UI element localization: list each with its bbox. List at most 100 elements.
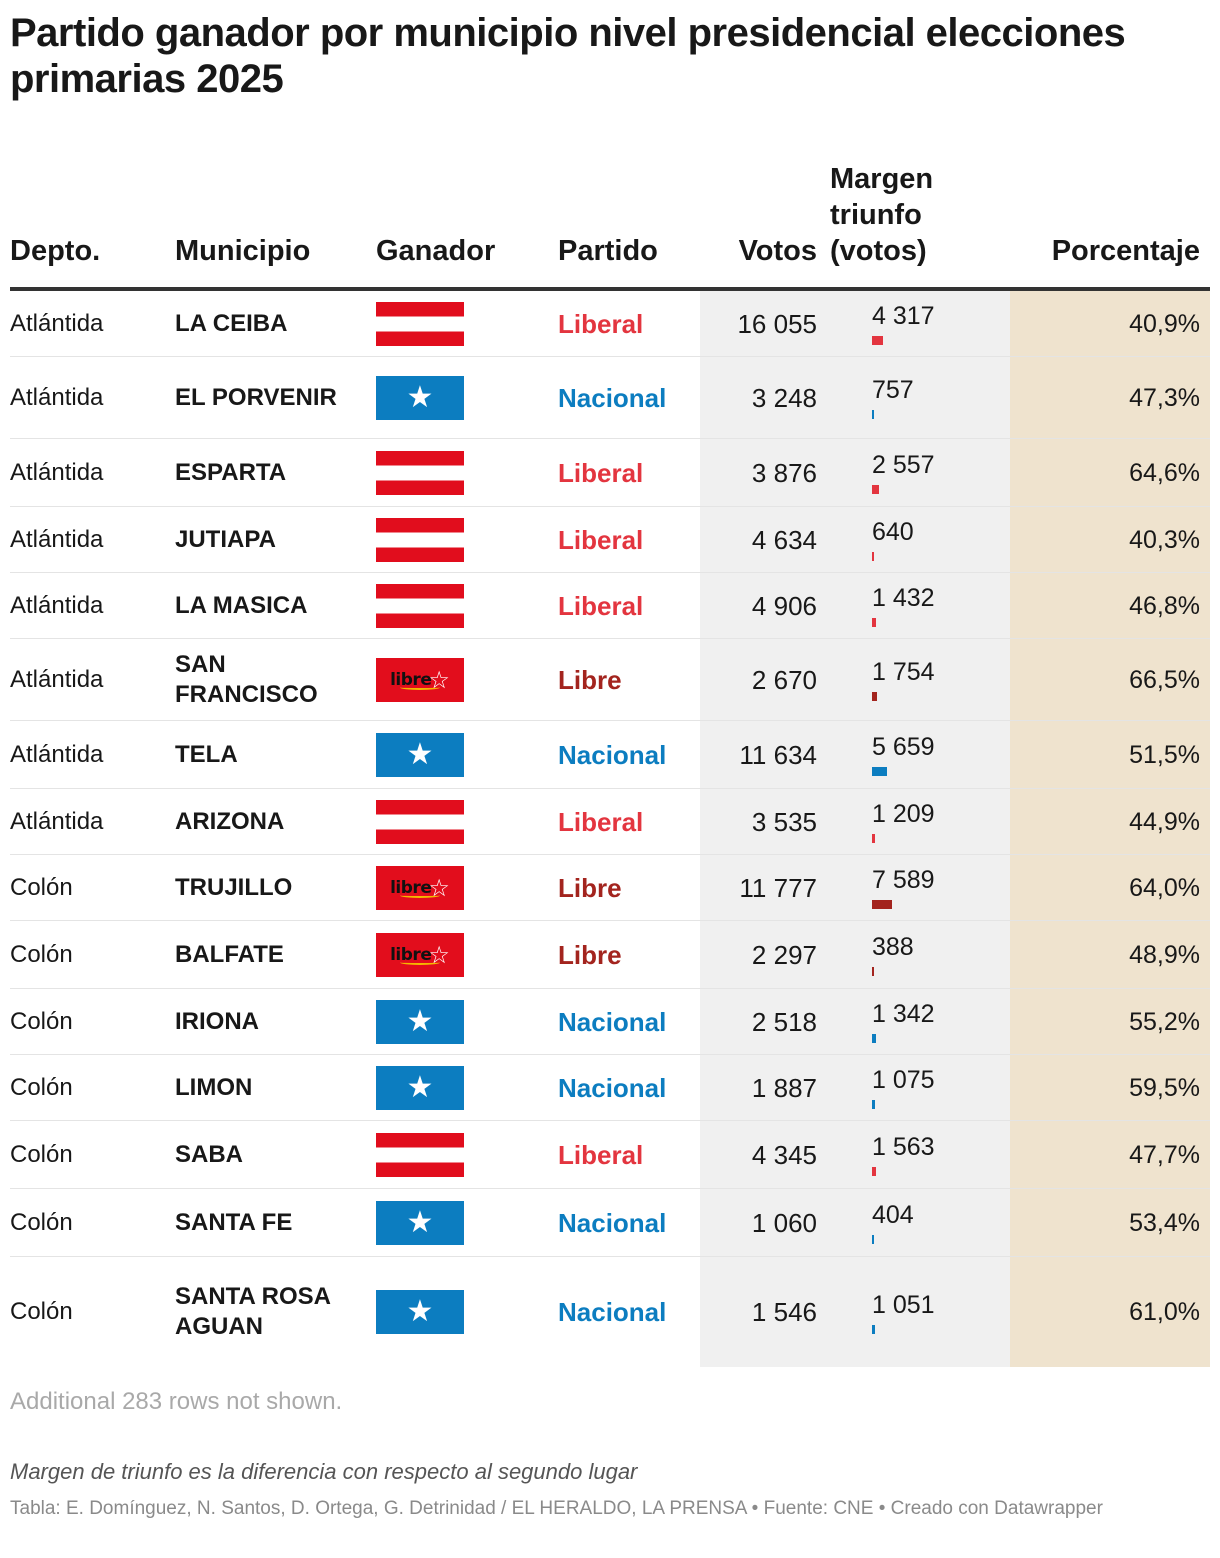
- porcentaje-cell: 44,9%: [1010, 789, 1210, 854]
- nacional-star-flag-icon: ★: [376, 375, 464, 420]
- depto-cell: Colón: [10, 1007, 73, 1035]
- table-row: Colón SANTA ROSA AGUAN ★ Nacional 1 546 1 051…: [10, 1257, 1210, 1367]
- depto-cell: Atlántida: [10, 591, 104, 619]
- municipio-cell: SABA: [175, 1140, 244, 1168]
- ganador-cell: ★: [376, 1257, 558, 1367]
- table-row: Colón LIMON ★ Nacional 1 887 1 075 59,5%: [10, 1055, 1210, 1121]
- ganador-cell: ★: [376, 721, 558, 788]
- header-depto[interactable]: Depto.: [10, 235, 101, 267]
- margen-cell: 1 051: [830, 1257, 1010, 1367]
- margen-cell: 1 754: [830, 639, 1010, 720]
- margen-bar: [872, 1235, 874, 1244]
- votos-cell: 1 060: [700, 1189, 830, 1256]
- nacional-star-flag-icon: ★: [376, 1200, 464, 1245]
- ganador-cell: [376, 439, 558, 506]
- ganador-cell: libre ☆: [376, 639, 558, 720]
- margen-cell: 1 563: [830, 1121, 1010, 1188]
- star-icon: ★: [406, 379, 434, 415]
- table-row: Atlántida SAN FRANCISCO libre ☆ Libre 2 670 1 …: [10, 639, 1210, 721]
- header-margen[interactable]: Margen triunfo (votos): [830, 163, 934, 267]
- swoosh-icon: [400, 893, 440, 898]
- ganador-cell: ★: [376, 1055, 558, 1120]
- star-icon: ★: [406, 1294, 434, 1329]
- depto-cell: Atlántida: [10, 383, 104, 411]
- ganador-cell: [376, 789, 558, 854]
- liberal-flag-icon: [376, 301, 464, 346]
- table-row: Colón SABA Liberal 4 345 1 563 47,7%: [10, 1121, 1210, 1189]
- libre-logo-text: libre: [390, 877, 432, 898]
- municipio-cell: SANTA ROSA AGUAN: [175, 1283, 331, 1340]
- libre-logo-text: libre: [390, 944, 432, 965]
- margen-value: 1 075: [872, 1066, 935, 1094]
- libre-logo-icon: libre ☆: [376, 932, 464, 977]
- partido-cell: Libre: [558, 664, 622, 695]
- margen-cell: 640: [830, 507, 1010, 572]
- porcentaje-cell: 48,9%: [1010, 921, 1210, 988]
- margen-bar: [872, 834, 875, 843]
- liberal-flag-icon: [376, 583, 464, 628]
- depto-cell: Colón: [10, 1073, 73, 1101]
- partido-cell: Liberal: [558, 524, 644, 555]
- margen-bar: [872, 410, 874, 419]
- header-votos[interactable]: Votos: [738, 235, 817, 267]
- votos-cell: 1 546: [700, 1257, 830, 1367]
- margen-value: 5 659: [872, 733, 935, 761]
- margen-bar: [872, 485, 879, 494]
- margen-value: 1 051: [872, 1290, 935, 1319]
- partido-cell: Liberal: [558, 590, 644, 621]
- margen-value: 1 342: [872, 1000, 935, 1028]
- porcentaje-cell: 51,5%: [1010, 721, 1210, 788]
- municipio-cell: LA CEIBA: [175, 309, 288, 337]
- margen-value: 640: [872, 518, 914, 546]
- header-municipio[interactable]: Municipio: [175, 235, 311, 267]
- ganador-cell: ★: [376, 989, 558, 1054]
- table-row: Colón IRIONA ★ Nacional 2 518 1 342 55,2%: [10, 989, 1210, 1055]
- libre-logo-text: libre: [390, 669, 432, 690]
- municipio-cell: LIMON: [175, 1073, 253, 1101]
- table-row: Atlántida ESPARTA Liberal 3 876 2 557 64,6%: [10, 439, 1210, 507]
- votos-cell: 2 297: [700, 921, 830, 988]
- header-partido[interactable]: Partido: [558, 235, 658, 267]
- depto-cell: Atlántida: [10, 665, 104, 693]
- porcentaje-cell: 64,0%: [1010, 855, 1210, 920]
- margen-value: 757: [872, 376, 914, 404]
- margen-value: 404: [872, 1201, 914, 1229]
- municipio-cell: TRUJILLO: [175, 873, 293, 901]
- porcentaje-cell: 47,3%: [1010, 357, 1210, 438]
- depto-cell: Atlántida: [10, 458, 104, 486]
- results-table: Depto. Municipio Ganador Partido Votos M…: [10, 160, 1210, 1367]
- star-icon: ★: [406, 1003, 434, 1039]
- porcentaje-cell: 53,4%: [1010, 1189, 1210, 1256]
- header-porcentaje[interactable]: Porcentaje: [1051, 235, 1200, 267]
- table-row: Atlántida JUTIAPA Liberal 4 634 640 40,3%: [10, 507, 1210, 573]
- margen-cell: 1 432: [830, 573, 1010, 638]
- municipio-cell: JUTIAPA: [175, 525, 276, 553]
- libre-logo-icon: libre ☆: [376, 657, 464, 702]
- porcentaje-cell: 40,3%: [1010, 507, 1210, 572]
- votos-cell: 4 345: [700, 1121, 830, 1188]
- votos-cell: 11 777: [700, 855, 830, 920]
- liberal-flag-icon: [376, 1132, 464, 1177]
- porcentaje-cell: 55,2%: [1010, 989, 1210, 1054]
- table-row: Atlántida LA CEIBA Liberal 16 055 4 317 40,9%: [10, 291, 1210, 357]
- margen-cell: 2 557: [830, 439, 1010, 506]
- table-row: Colón BALFATE libre ☆ Libre 2 297 388 48,9%: [10, 921, 1210, 989]
- swoosh-icon: [400, 685, 440, 690]
- margen-value: 7 589: [872, 866, 935, 894]
- star-icon: ★: [406, 1204, 434, 1240]
- partido-cell: Nacional: [558, 1297, 667, 1327]
- margen-cell: 7 589: [830, 855, 1010, 920]
- header-ganador[interactable]: Ganador: [376, 235, 496, 267]
- partido-cell: Libre: [558, 939, 622, 970]
- porcentaje-cell: 46,8%: [1010, 573, 1210, 638]
- margen-cell: 5 659: [830, 721, 1010, 788]
- table-row: Colón TRUJILLO libre ☆ Libre 11 777 7 589 64,0%: [10, 855, 1210, 921]
- liberal-flag-icon: [376, 799, 464, 844]
- ganador-cell: ★: [376, 1189, 558, 1256]
- margen-cell: 757: [830, 357, 1010, 438]
- chart-title: Partido ganador por municipio nivel pres…: [10, 11, 1126, 101]
- footnote: Margen de triunfo es la diferencia con r…: [10, 1459, 638, 1484]
- votos-cell: 3 876: [700, 439, 830, 506]
- margen-value: 1 563: [872, 1133, 935, 1161]
- margen-bar: [872, 1034, 876, 1043]
